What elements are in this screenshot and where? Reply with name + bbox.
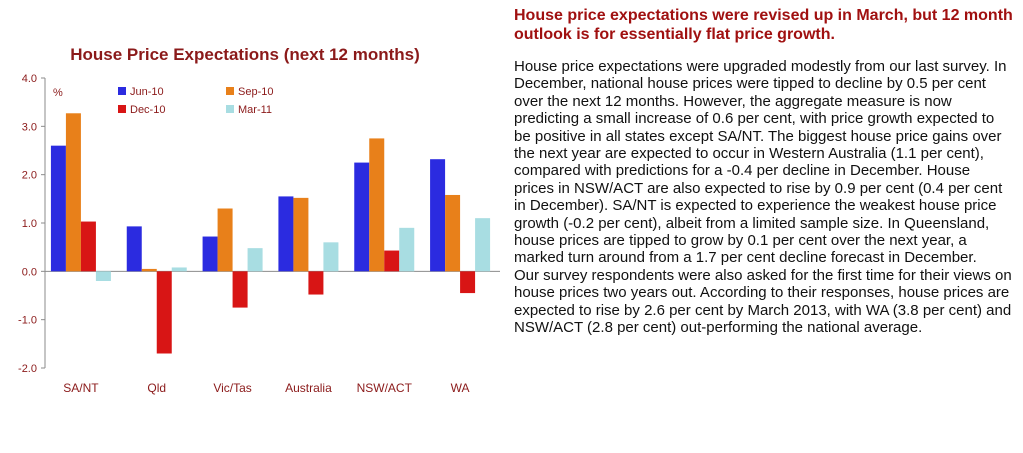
chart-title: House Price Expectations (next 12 months… bbox=[70, 45, 420, 64]
bar-sep-10 bbox=[293, 197, 309, 272]
legend-swatch bbox=[226, 105, 234, 113]
bar-jun-10 bbox=[278, 196, 294, 272]
x-category-label: Australia bbox=[285, 381, 332, 395]
bar-mar-11 bbox=[399, 227, 415, 272]
bar-sep-10 bbox=[369, 138, 385, 272]
bar-mar-11 bbox=[323, 242, 339, 272]
commentary-body: House price expectations were upgraded m… bbox=[514, 58, 1014, 337]
commentary-paragraph-1: House price expectations were upgraded m… bbox=[514, 58, 1007, 267]
y-tick-label: 4.0 bbox=[22, 73, 37, 85]
commentary-headline: House price expectations were revised up… bbox=[514, 7, 1013, 43]
legend-swatch bbox=[118, 87, 126, 95]
bar-dec-10 bbox=[156, 271, 172, 354]
x-category-label: NSW/ACT bbox=[357, 381, 413, 395]
bar-jun-10 bbox=[126, 226, 142, 272]
bar-sep-10 bbox=[65, 113, 81, 272]
bar-sep-10 bbox=[217, 208, 233, 272]
y-tick-label: 0.0 bbox=[22, 266, 37, 278]
bar-chart: House Price Expectations (next 12 months… bbox=[18, 45, 500, 395]
bar-sep-10 bbox=[141, 268, 157, 272]
bar-sep-10 bbox=[445, 194, 461, 272]
bar-mar-11 bbox=[171, 267, 187, 272]
bar-mar-11 bbox=[95, 271, 111, 281]
legend-swatch bbox=[118, 105, 126, 113]
bar-dec-10 bbox=[460, 271, 476, 294]
x-category-label: WA bbox=[451, 381, 470, 395]
legend-label: Dec-10 bbox=[130, 104, 165, 116]
y-axis-unit-label: % bbox=[53, 87, 63, 99]
bar-jun-10 bbox=[202, 236, 218, 272]
legend-label: Sep-10 bbox=[238, 86, 273, 98]
commentary-panel: House price expectations were revised up… bbox=[514, 6, 1014, 337]
y-tick-label: 3.0 bbox=[22, 121, 37, 133]
commentary-paragraph-2: Our survey respondents were also asked f… bbox=[514, 266, 1012, 337]
bar-jun-10 bbox=[354, 162, 370, 272]
chart-plot-area: 4.0 3.0 2.0 1.0 0.0 -1.0 -2.0% SA/NT Qld Vic/Tas A… bbox=[18, 73, 500, 395]
y-tick-label: -2.0 bbox=[18, 363, 37, 375]
chart-panel: House Price Expectations (next 12 months… bbox=[0, 0, 500, 453]
bar-dec-10 bbox=[232, 271, 248, 308]
bar-mar-11 bbox=[475, 218, 491, 272]
x-category-label: Vic/Tas bbox=[213, 381, 251, 395]
bar-dec-10 bbox=[384, 250, 400, 272]
y-tick-label: 1.0 bbox=[22, 218, 37, 230]
y-tick-label: 2.0 bbox=[22, 170, 37, 182]
bar-dec-10 bbox=[308, 271, 324, 295]
legend-swatch bbox=[226, 87, 234, 95]
bar-dec-10 bbox=[80, 221, 96, 272]
bar-mar-11 bbox=[247, 248, 263, 272]
bar-jun-10 bbox=[430, 159, 446, 272]
legend-label: Mar-11 bbox=[238, 104, 272, 116]
x-category-label: Qld bbox=[147, 381, 166, 395]
bar-jun-10 bbox=[50, 145, 66, 272]
y-tick-label: -1.0 bbox=[18, 315, 37, 327]
x-category-label: SA/NT bbox=[63, 381, 99, 395]
legend-label: Jun-10 bbox=[130, 86, 164, 98]
